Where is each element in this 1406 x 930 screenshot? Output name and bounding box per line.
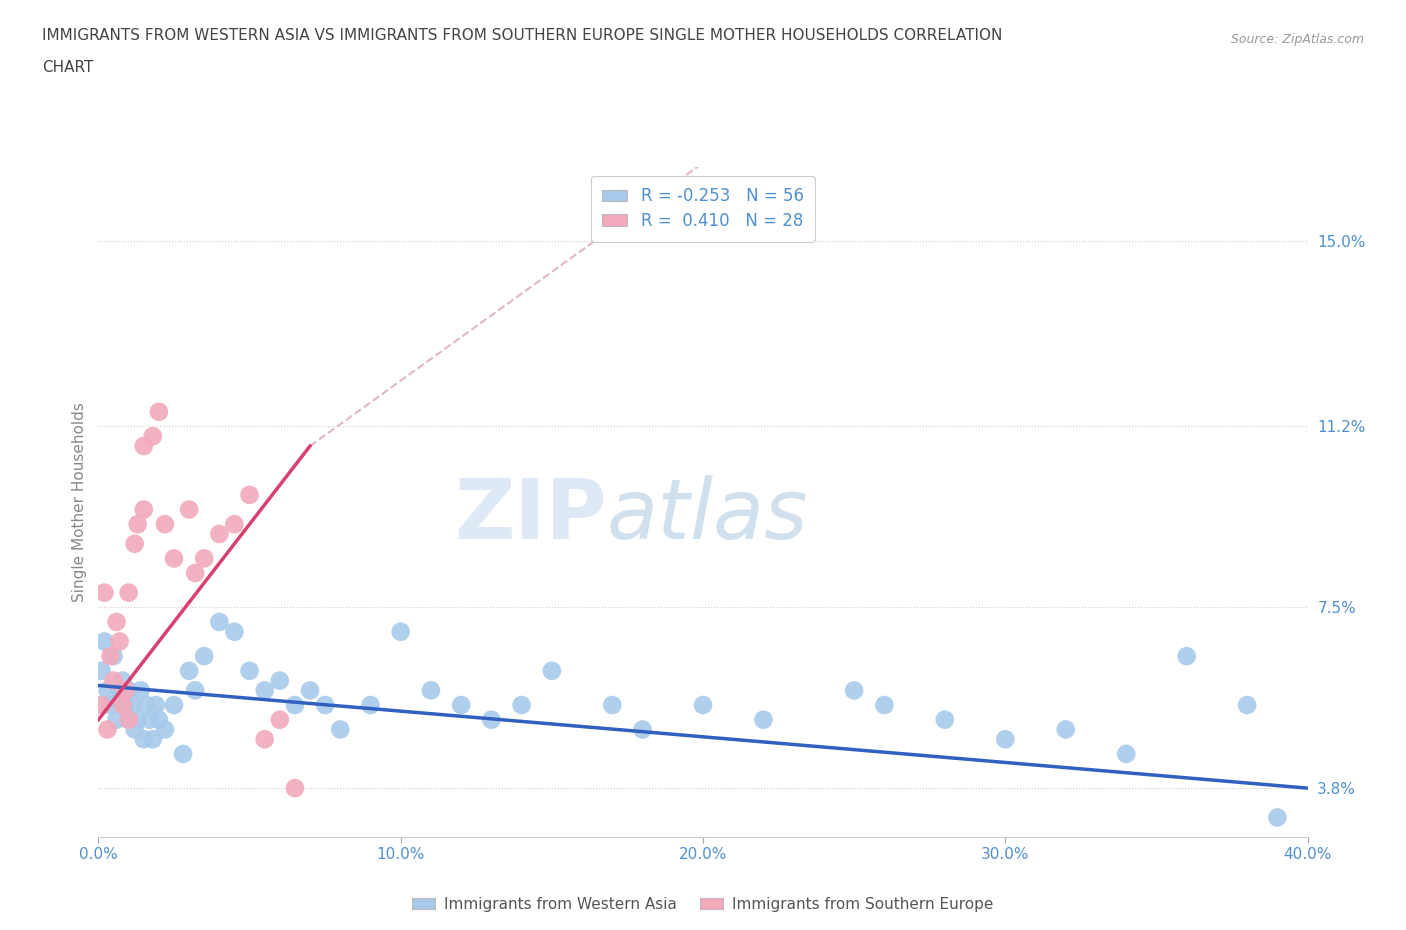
Point (208, 526, 231, 541)
Point (114, 698, 136, 712)
Point (124, 537, 146, 551)
Point (253, 683, 276, 698)
Point (420, 683, 443, 698)
Point (1267, 810, 1289, 825)
Text: atlas: atlas (606, 475, 808, 556)
Point (90, 663, 112, 678)
Point (284, 780, 307, 795)
Point (108, 683, 131, 698)
Point (127, 517, 149, 532)
Point (132, 439, 155, 454)
Point (1115, 747, 1137, 762)
Point (135, 698, 157, 712)
Point (139, 712, 162, 727)
Point (224, 517, 246, 532)
Point (934, 712, 956, 727)
Point (100, 698, 122, 712)
Point (142, 429, 165, 444)
Point (269, 673, 291, 688)
Legend: R = -0.253   N = 56, R =  0.410   N = 28: R = -0.253 N = 56, R = 0.410 N = 28 (591, 176, 815, 242)
Point (118, 712, 141, 727)
Point (118, 585, 141, 600)
Point (108, 634, 131, 649)
Point (1236, 698, 1258, 712)
Point (844, 683, 866, 698)
Point (93, 634, 115, 649)
Text: CHART: CHART (42, 60, 94, 75)
Point (148, 712, 170, 727)
Point (118, 712, 141, 727)
Point (314, 698, 336, 712)
Point (163, 551, 186, 565)
Point (253, 732, 276, 747)
Text: Source: ZipAtlas.com: Source: ZipAtlas.com (1230, 33, 1364, 46)
Point (1054, 722, 1077, 737)
Point (389, 624, 412, 639)
Text: IMMIGRANTS FROM WESTERN ASIA VS IMMIGRANTS FROM SOUTHERN EUROPE SINGLE MOTHER HO: IMMIGRANTS FROM WESTERN ASIA VS IMMIGRAN… (42, 28, 1002, 43)
Point (450, 698, 472, 712)
Point (224, 624, 246, 639)
Point (184, 565, 207, 580)
Point (360, 698, 382, 712)
Point (481, 712, 503, 727)
Point (184, 683, 207, 698)
Point (111, 698, 134, 712)
Point (96, 683, 118, 698)
Point (873, 698, 896, 712)
Point (193, 551, 215, 565)
Point (179, 663, 201, 678)
Text: ZIP: ZIP (454, 475, 606, 556)
Point (90, 698, 112, 712)
Point (284, 698, 307, 712)
Legend: Immigrants from Western Asia, Immigrants from Southern Europe: Immigrants from Western Asia, Immigrants… (406, 891, 1000, 918)
Point (208, 615, 231, 630)
Point (124, 722, 146, 737)
Point (994, 732, 1017, 747)
Point (93, 585, 115, 600)
Point (96, 722, 118, 737)
Point (103, 649, 125, 664)
Point (239, 663, 262, 678)
Point (145, 698, 167, 712)
Point (163, 698, 186, 712)
Point (153, 722, 176, 737)
Point (631, 722, 654, 737)
Point (752, 712, 775, 727)
Point (510, 698, 533, 712)
Point (540, 663, 562, 678)
Point (105, 712, 128, 727)
Point (132, 502, 155, 517)
Point (193, 649, 215, 664)
Point (132, 732, 155, 747)
Point (129, 683, 152, 698)
Point (172, 747, 194, 762)
Point (269, 712, 291, 727)
Point (121, 698, 143, 712)
Point (114, 683, 136, 698)
Point (142, 732, 165, 747)
Point (111, 673, 134, 688)
Point (118, 683, 141, 698)
Point (299, 683, 322, 698)
Point (100, 649, 122, 664)
Point (179, 502, 201, 517)
Point (105, 615, 128, 630)
Point (239, 487, 262, 502)
Point (329, 722, 352, 737)
Y-axis label: Single Mother Households: Single Mother Households (72, 403, 87, 602)
Point (692, 698, 714, 712)
Point (148, 405, 170, 419)
Point (103, 673, 125, 688)
Point (127, 712, 149, 727)
Point (602, 698, 624, 712)
Point (1175, 649, 1198, 664)
Point (153, 517, 176, 532)
